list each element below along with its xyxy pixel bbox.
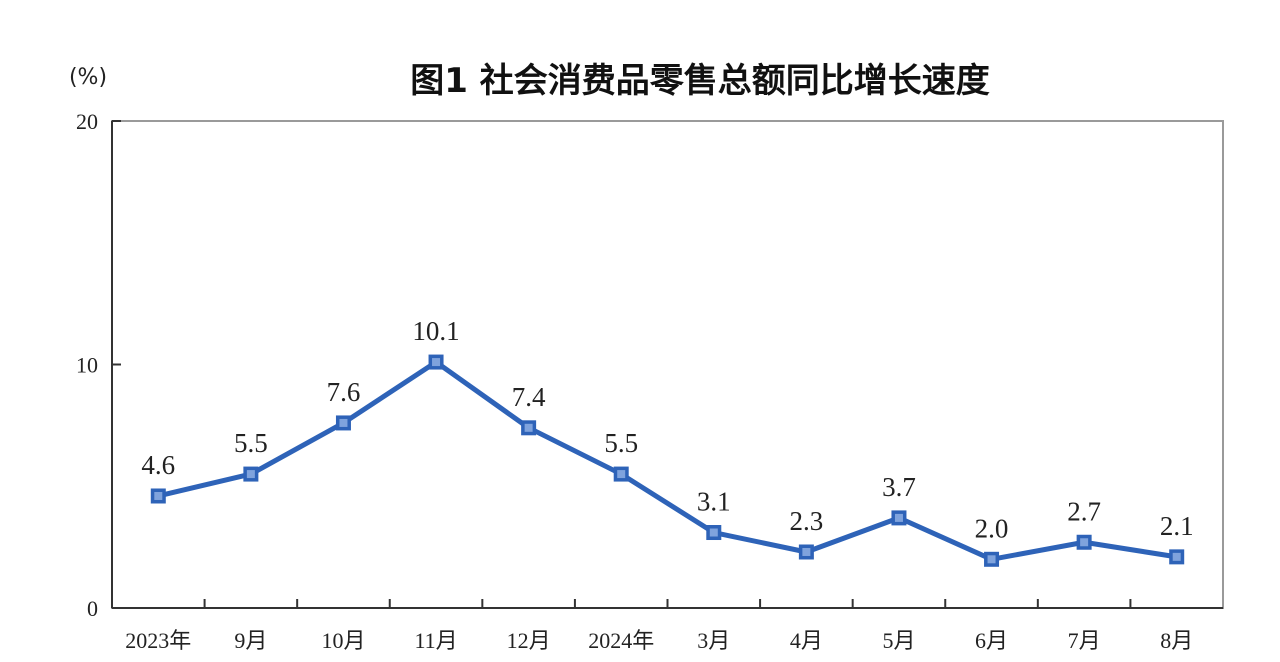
marker-square-highlight: [802, 547, 811, 556]
data-point-marker: [984, 551, 1000, 567]
data-label: 7.6: [327, 377, 361, 407]
markers-group: [150, 354, 1185, 567]
data-point-marker: [798, 544, 814, 560]
marker-square-highlight: [894, 513, 903, 522]
marker-square-highlight: [1080, 538, 1089, 547]
x-tick-label: 8月: [1160, 628, 1193, 653]
data-label: 2.3: [790, 506, 824, 536]
data-label: 2.7: [1067, 496, 1101, 526]
data-point-marker: [613, 466, 629, 482]
y-axis-unit-label: (%): [69, 65, 107, 90]
data-label: 3.1: [697, 487, 731, 517]
marker-square-highlight: [432, 358, 441, 367]
data-point-marker: [706, 525, 722, 541]
x-tick-label: 5月: [882, 628, 915, 653]
y-tick-label: 10: [76, 353, 98, 378]
x-tick-label: 4月: [790, 628, 823, 653]
data-point-marker: [1076, 534, 1092, 550]
x-tick-label: 7月: [1068, 628, 1101, 653]
y-tick-label: 20: [76, 109, 98, 134]
chart-title: 图1 社会消费品零售总额同比增长速度: [410, 61, 990, 101]
x-tick-label: 3月: [697, 628, 730, 653]
y-tick-label: 0: [87, 596, 98, 621]
data-label: 2.0: [975, 513, 1009, 543]
x-tick-label: 6月: [975, 628, 1008, 653]
x-tick-label: 9月: [234, 628, 267, 653]
series-line: [155, 359, 1180, 562]
data-label: 3.7: [882, 472, 916, 502]
data-labels-group: 4.6 5.5 7.6 10.1 7.4 5.5 3.1 2.3 3.7 2.0 2.7 2.1: [141, 316, 1193, 543]
data-point-marker: [335, 415, 351, 431]
marker-square-highlight: [617, 470, 626, 479]
data-label: 5.5: [604, 428, 638, 458]
x-tick-label: 2023年: [125, 628, 191, 653]
data-point-marker: [428, 354, 444, 370]
x-tick-label: 11月: [414, 628, 457, 653]
marker-square-highlight: [154, 491, 163, 500]
data-point-marker: [1169, 549, 1185, 565]
marker-square-highlight: [987, 555, 996, 564]
marker-square-highlight: [246, 470, 255, 479]
y-ticks: 0 10 20: [76, 109, 121, 621]
x-tick-label: 10月: [321, 628, 365, 653]
data-point-marker: [891, 510, 907, 526]
data-label: 5.5: [234, 428, 268, 458]
data-point-marker: [521, 420, 537, 436]
marker-square-highlight: [339, 418, 348, 427]
data-label: 2.1: [1160, 511, 1194, 541]
data-point-marker: [150, 488, 166, 504]
x-tick-label: 2024年: [588, 628, 654, 653]
marker-square-highlight: [709, 528, 718, 537]
plot-frame: [111, 120, 1224, 609]
data-point-marker: [243, 466, 259, 482]
x-ticks: 2023年 9月 10月 11月 12月 2024年 3月 4月 5月 6月 7月 8月: [125, 599, 1193, 653]
data-label: 10.1: [412, 316, 459, 346]
data-label: 7.4: [512, 382, 546, 412]
marker-square-highlight: [524, 423, 533, 432]
data-label: 4.6: [141, 450, 175, 480]
x-tick-label: 12月: [507, 628, 551, 653]
series-group: [155, 359, 1180, 562]
marker-square-highlight: [1172, 552, 1181, 561]
